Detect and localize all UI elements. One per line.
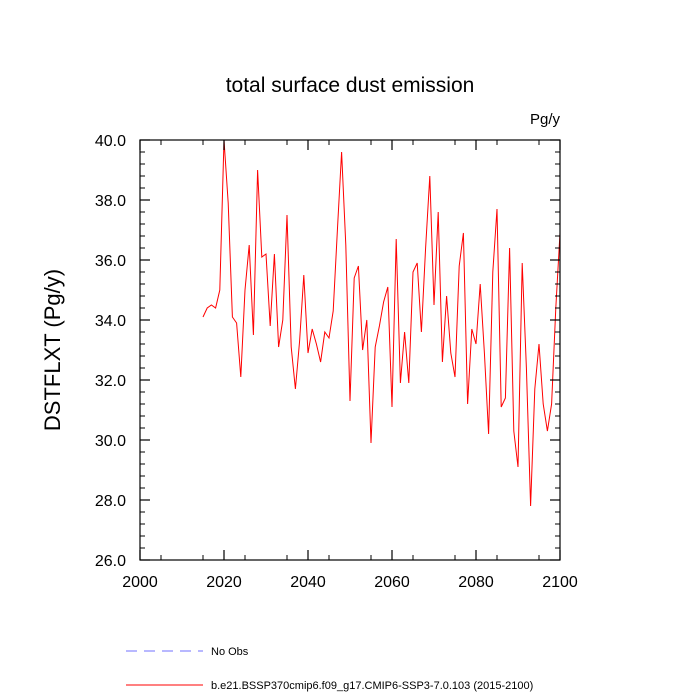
legend: No Obs b.e21.BSSP370cmip6.f09_g17.CMIP6-S… xyxy=(126,646,533,692)
y-tick-label: 40.0 xyxy=(95,133,126,150)
x-tick-label: 2020 xyxy=(206,574,242,591)
x-tick-label: 2060 xyxy=(374,574,410,591)
y-axis-label: DSTFLXT (Pg/y) xyxy=(40,269,65,431)
y-tick-label: 30.0 xyxy=(95,433,126,450)
y-tick-label: 36.0 xyxy=(95,253,126,270)
plot-frame xyxy=(139,139,561,561)
y-tick-label: 28.0 xyxy=(95,493,126,510)
axes-layer xyxy=(139,139,561,561)
legend-label-0: No Obs xyxy=(211,646,249,658)
x-tick-label: 2040 xyxy=(290,574,326,591)
units-label: Pg/y xyxy=(530,111,561,128)
y-tick-label: 32.0 xyxy=(95,373,126,390)
series-layer xyxy=(202,139,561,507)
y-tick-label: 26.0 xyxy=(95,553,126,570)
y-tick-label: 38.0 xyxy=(95,193,126,210)
x-tick-label: 2100 xyxy=(542,574,578,591)
legend-label-1: b.e21.BSSP370cmip6.f09_g17.CMIP6-SSP3-7.… xyxy=(211,680,533,692)
chart-title: total surface dust emission xyxy=(226,74,475,97)
y-tick-label: 34.0 xyxy=(95,313,126,330)
x-tick-label: 2080 xyxy=(458,574,494,591)
series-line-0 xyxy=(202,139,561,507)
ticks-layer: 2000 2020 2040 2060 2080 2100 26.0 28.0 30.0 32.0… xyxy=(95,133,578,591)
x-tick-label: 2000 xyxy=(122,574,158,591)
